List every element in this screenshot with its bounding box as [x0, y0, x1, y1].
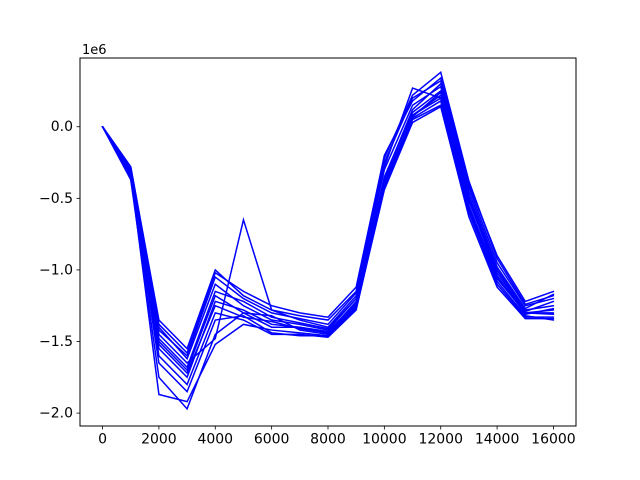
x-axis-tick-label: 2000	[141, 432, 177, 448]
y-axis-tick-label: −1.0	[39, 262, 73, 278]
series-line-3	[101, 79, 555, 351]
plot-area	[80, 58, 576, 426]
x-axis-tick-label: 4000	[197, 432, 233, 448]
x-axis-tick-label: 10000	[362, 432, 407, 448]
y-axis-offset-label: 1e6	[82, 43, 107, 58]
series-line-11	[101, 105, 555, 393]
x-axis-tick-label: 6000	[254, 432, 290, 448]
x-axis-tick-label: 16000	[531, 432, 576, 448]
series-line-9	[101, 87, 555, 369]
series-line-8	[101, 82, 555, 379]
y-axis-tick-label: −0.5	[39, 191, 73, 207]
y-axis-tick-label: −1.5	[39, 334, 73, 350]
x-axis-tick-label: 8000	[310, 432, 346, 448]
y-axis-tick-label: 0.0	[51, 119, 73, 135]
x-axis-tick-label: 12000	[418, 432, 463, 448]
y-axis-tick-label: −2.0	[39, 406, 73, 422]
series-line-13	[101, 91, 555, 375]
series-line-7	[101, 85, 555, 365]
x-axis-tick-label: 14000	[475, 432, 520, 448]
series-line-4	[101, 104, 555, 386]
x-axis-tick-label: 0	[98, 432, 107, 448]
series-line-12	[101, 76, 555, 355]
